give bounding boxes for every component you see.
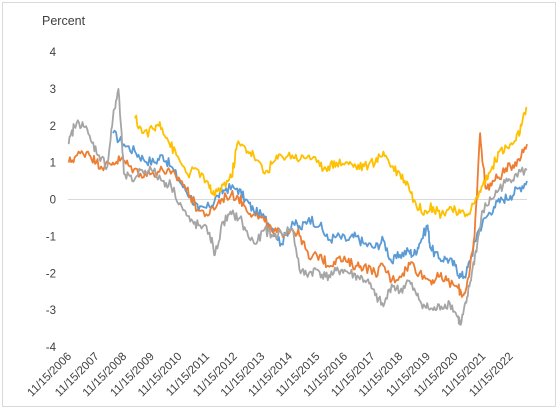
y-axis-ticks: 4 3 2 1 0 -1 -2 -3 -4: [46, 47, 57, 354]
y-tick-label: 0: [50, 195, 56, 207]
y-axis-unit-label: Percent: [42, 14, 86, 28]
y-tick-label: 3: [50, 84, 56, 96]
y-tick-label: 4: [50, 47, 57, 59]
chart-area: [2, 2, 556, 407]
series-line-3: [67, 88, 528, 326]
y-tick-label: 1: [50, 158, 56, 170]
y-tick-label: -2: [46, 268, 56, 280]
y-tick-label: -3: [46, 305, 56, 317]
y-tick-label: -4: [46, 342, 57, 354]
y-tick-label: -1: [46, 231, 56, 243]
x-axis-ticks: 11/15/200611/15/200711/15/200811/15/2009…: [26, 350, 516, 399]
series-line-4: [134, 106, 528, 219]
y-tick-label: 2: [50, 121, 56, 133]
series-line-1: [112, 129, 528, 280]
series-lines: [67, 88, 528, 326]
